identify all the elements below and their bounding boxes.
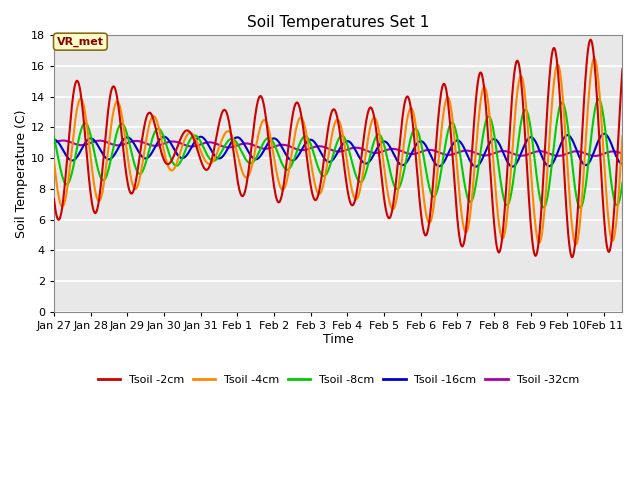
Y-axis label: Soil Temperature (C): Soil Temperature (C) xyxy=(15,109,28,238)
Title: Soil Temperatures Set 1: Soil Temperatures Set 1 xyxy=(247,15,429,30)
Tsoil -32cm xyxy=(250,143,258,148)
Tsoil -16cm xyxy=(472,164,479,169)
Tsoil -16cm xyxy=(271,136,278,142)
Tsoil -4cm xyxy=(397,166,404,172)
Tsoil -2cm xyxy=(587,36,595,42)
Tsoil -32cm xyxy=(397,148,405,154)
Tsoil -4cm xyxy=(50,158,58,164)
Tsoil -4cm xyxy=(250,157,257,163)
Tsoil -2cm xyxy=(221,107,229,113)
Tsoil -4cm xyxy=(221,131,229,136)
Tsoil -2cm xyxy=(50,196,58,202)
Tsoil -4cm xyxy=(429,210,436,216)
Tsoil -32cm xyxy=(50,140,58,145)
Tsoil -2cm xyxy=(250,128,257,133)
Tsoil -32cm xyxy=(59,138,67,144)
Tsoil -8cm xyxy=(221,142,229,148)
X-axis label: Time: Time xyxy=(323,334,353,347)
Tsoil -16cm xyxy=(429,156,436,162)
Tsoil -8cm xyxy=(250,159,257,165)
Tsoil -8cm xyxy=(577,205,584,211)
Tsoil -16cm xyxy=(116,141,124,146)
Tsoil -16cm xyxy=(250,156,257,161)
Tsoil -32cm xyxy=(591,153,599,159)
Tsoil -2cm xyxy=(429,185,436,191)
Text: VR_met: VR_met xyxy=(57,36,104,47)
Tsoil -16cm xyxy=(50,137,58,143)
Line: Tsoil -16cm: Tsoil -16cm xyxy=(54,134,623,167)
Tsoil -4cm xyxy=(591,56,598,61)
Line: Tsoil -4cm: Tsoil -4cm xyxy=(54,59,623,245)
Tsoil -16cm xyxy=(600,131,608,137)
Tsoil -2cm xyxy=(619,66,627,72)
Tsoil -8cm xyxy=(595,96,602,102)
Tsoil -2cm xyxy=(568,254,576,260)
Tsoil -4cm xyxy=(619,133,627,139)
Tsoil -8cm xyxy=(619,180,627,186)
Tsoil -8cm xyxy=(50,134,58,140)
Tsoil -16cm xyxy=(397,162,404,168)
Tsoil -4cm xyxy=(271,159,278,165)
Line: Tsoil -2cm: Tsoil -2cm xyxy=(54,39,623,257)
Tsoil -8cm xyxy=(271,143,278,148)
Line: Tsoil -8cm: Tsoil -8cm xyxy=(54,99,623,208)
Tsoil -16cm xyxy=(619,161,627,167)
Tsoil -8cm xyxy=(429,193,436,199)
Tsoil -2cm xyxy=(271,188,278,194)
Tsoil -4cm xyxy=(572,242,580,248)
Tsoil -32cm xyxy=(429,147,437,153)
Tsoil -32cm xyxy=(118,142,125,148)
Tsoil -8cm xyxy=(116,121,124,127)
Tsoil -2cm xyxy=(116,122,124,128)
Legend: Tsoil -2cm, Tsoil -4cm, Tsoil -8cm, Tsoil -16cm, Tsoil -32cm: Tsoil -2cm, Tsoil -4cm, Tsoil -8cm, Tsoi… xyxy=(93,370,583,389)
Tsoil -4cm xyxy=(116,107,124,112)
Tsoil -16cm xyxy=(221,150,229,156)
Tsoil -8cm xyxy=(397,180,404,186)
Tsoil -32cm xyxy=(222,144,230,150)
Tsoil -32cm xyxy=(619,151,627,156)
Tsoil -32cm xyxy=(272,144,280,149)
Tsoil -2cm xyxy=(397,129,404,135)
Line: Tsoil -32cm: Tsoil -32cm xyxy=(54,141,623,156)
